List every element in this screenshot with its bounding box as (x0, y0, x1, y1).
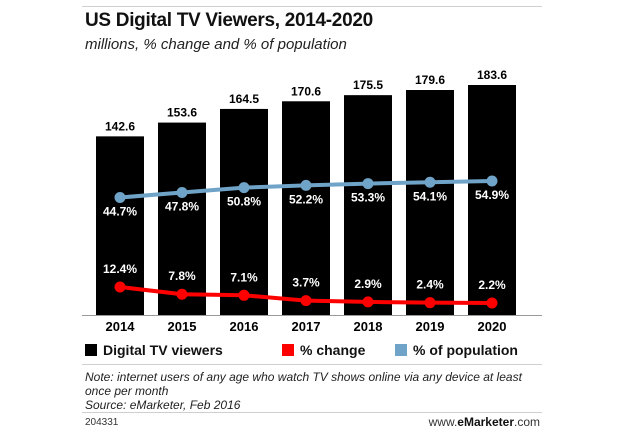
legend-item-viewers: Digital TV viewers (85, 342, 223, 358)
x-tick-label-2014: 2014 (106, 319, 136, 334)
bar-2016 (220, 108, 268, 315)
change-point-2016 (238, 289, 250, 301)
brand-prefix: www. (428, 415, 458, 429)
x-tick-label-2018: 2018 (354, 319, 383, 334)
bar-2019 (406, 90, 454, 315)
change-point-2019 (424, 297, 436, 309)
change-point-2020 (486, 297, 498, 309)
x-tick-label-2020: 2020 (478, 319, 507, 334)
x-tick-label-2015: 2015 (168, 319, 197, 334)
change-point-2015 (176, 288, 188, 300)
bar-2018 (344, 95, 392, 315)
population-point-2014 (114, 192, 126, 203)
bar-value-label-2016: 164.5 (229, 92, 259, 106)
brand-suffix: .com (513, 415, 540, 429)
bar-2020 (468, 85, 516, 315)
change-point-2017 (300, 295, 312, 307)
chart-title: US Digital TV Viewers, 2014-2020 (85, 10, 373, 31)
bar-value-label-2020: 183.6 (477, 68, 507, 82)
legend-item-change: % change (282, 342, 365, 358)
change-label-2014: 12.4% (103, 262, 137, 276)
population-label-2020: 54.9% (475, 188, 509, 202)
population-label-2017: 52.2% (289, 192, 323, 206)
population-point-2016 (238, 182, 250, 194)
note-rule (82, 364, 542, 365)
change-label-2017: 3.7% (292, 276, 320, 290)
population-label-2016: 50.8% (227, 195, 261, 209)
bar-value-label-2015: 153.6 (167, 106, 197, 120)
population-label-2014: 44.7% (103, 205, 137, 219)
source-text: Source: eMarketer, Feb 2016 (85, 398, 241, 412)
x-tick-label-2017: 2017 (292, 319, 321, 334)
change-label-2020: 2.2% (478, 278, 506, 292)
bar-value-label-2018: 175.5 (353, 78, 383, 92)
legend-label-change: % change (300, 342, 366, 358)
x-tick-label-2019: 2019 (416, 319, 445, 334)
population-point-2019 (424, 176, 436, 188)
population-point-2020 (486, 175, 498, 187)
change-point-2018 (362, 296, 374, 308)
legend-item-population: % of population (395, 342, 518, 358)
bar-value-label-2014: 142.6 (105, 119, 135, 133)
legend-swatch-viewers (85, 344, 97, 356)
chart-plot: 142.6 153.6 164.5 170.6 175.5 179.6 183.6 2014 2… (82, 68, 542, 334)
population-point-2017 (300, 179, 312, 191)
note-text: Note: internet users of any age who watc… (85, 370, 522, 398)
note-block: Note: internet users of any age who watc… (85, 370, 540, 412)
change-label-2019: 2.4% (416, 278, 444, 292)
population-label-2018: 53.3% (351, 191, 385, 205)
change-label-2016: 7.1% (230, 270, 258, 284)
population-point-2018 (362, 178, 374, 190)
population-point-2015 (176, 186, 188, 198)
brand-name: eMarketer (457, 415, 514, 429)
footer-id: 204331 (85, 417, 119, 428)
chart-card: US Digital TV Viewers, 2014-2020 million… (82, 6, 542, 436)
brand-link[interactable]: www.eMarketer.com (429, 415, 540, 429)
bar-value-label-2017: 170.6 (291, 84, 321, 98)
population-label-2015: 47.8% (165, 199, 199, 213)
legend-label-viewers: Digital TV viewers (103, 342, 223, 358)
bar-2015 (158, 122, 206, 315)
change-label-2015: 7.8% (168, 269, 196, 283)
bar-2017 (282, 101, 330, 315)
change-label-2018: 2.9% (354, 277, 382, 291)
x-tick-label-2016: 2016 (230, 319, 259, 334)
chart-subtitle: millions, % change and % of population (85, 36, 347, 53)
footer-rule (82, 412, 542, 413)
legend-swatch-population (395, 344, 407, 356)
change-point-2014 (114, 281, 126, 293)
legend: Digital TV viewers % change % of populat… (85, 342, 540, 358)
population-label-2019: 54.1% (413, 189, 447, 203)
legend-label-population: % of population (413, 342, 518, 358)
top-rule (82, 6, 542, 7)
bar-value-label-2019: 179.6 (415, 73, 445, 87)
legend-swatch-change (282, 344, 294, 356)
